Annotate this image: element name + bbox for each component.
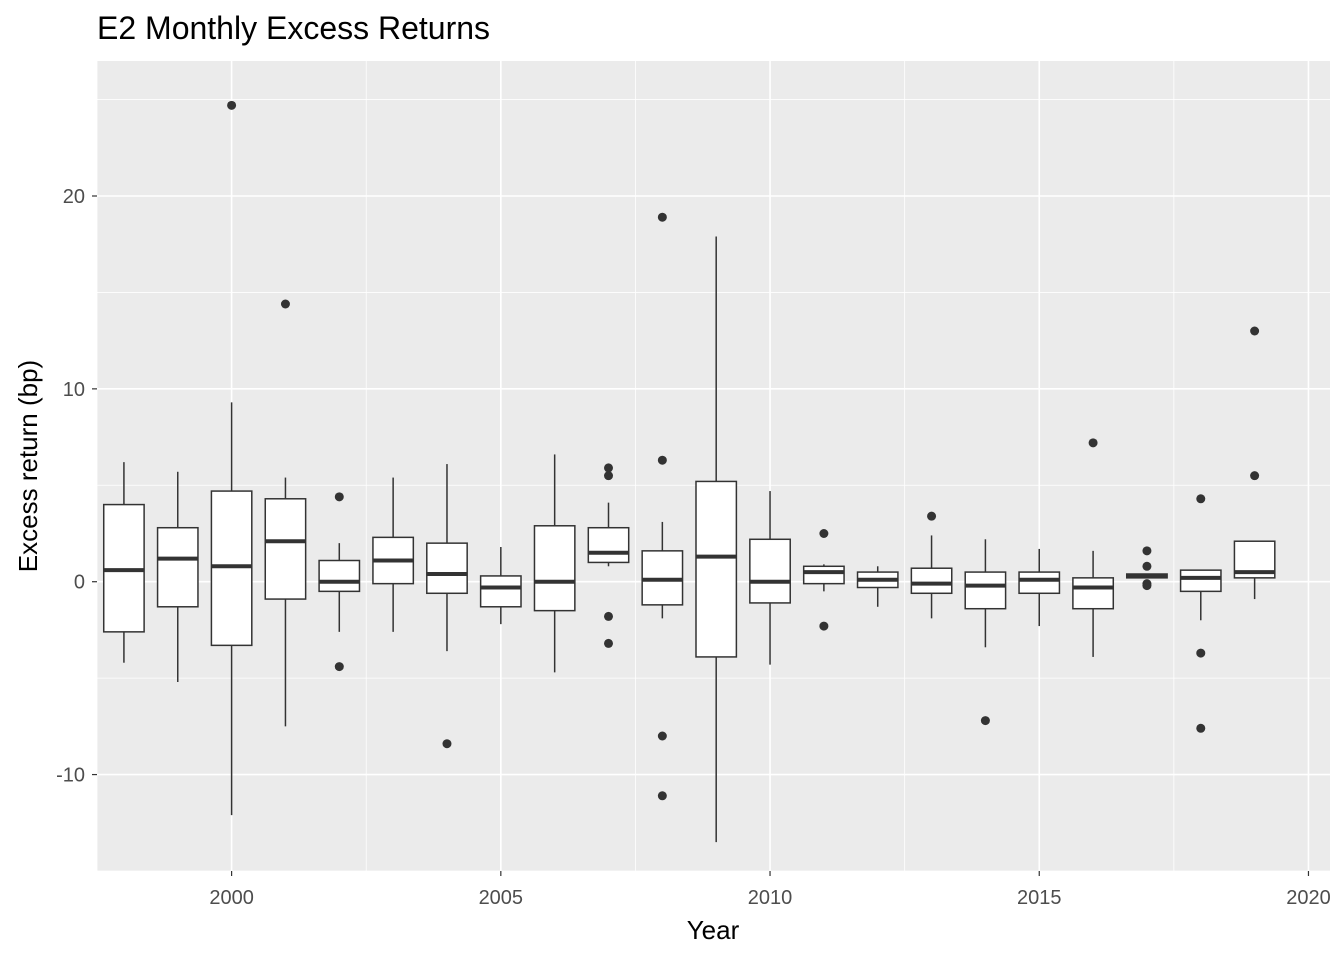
outlier-point — [819, 529, 829, 538]
box-iqr — [802, 565, 845, 585]
box-2003 — [372, 477, 415, 632]
plot-panel — [97, 61, 1330, 871]
box-2011 — [802, 529, 845, 631]
box-iqr — [749, 538, 791, 604]
box-2016 — [1072, 438, 1115, 657]
box-2012 — [856, 566, 899, 607]
box-2013 — [910, 511, 953, 619]
outlier-point — [657, 731, 667, 741]
box-1999 — [156, 471, 199, 682]
y-axis-title: Excess return (bp) — [13, 360, 43, 572]
box-2002 — [318, 492, 361, 672]
x-tick-label: 2020 — [1286, 887, 1331, 909]
outlier-point — [604, 471, 614, 481]
x-tick-label: 2005 — [479, 887, 524, 909]
box-2019 — [1233, 326, 1276, 600]
box-iqr — [587, 526, 630, 564]
box-iqr — [1179, 569, 1222, 593]
outlier-point — [1142, 581, 1152, 591]
box-2005 — [479, 547, 522, 625]
x-axis: 2000 2005 2010 2015 2020 — [209, 871, 1331, 909]
x-axis-title: Year — [687, 915, 740, 945]
box-2004 — [426, 464, 468, 749]
x-tick-label: 2010 — [748, 887, 793, 909]
box-iqr — [264, 498, 307, 600]
y-axis: -10 0 10 20 — [56, 186, 97, 787]
outlier-point — [1196, 494, 1206, 504]
box-iqr — [964, 571, 1007, 610]
outlier-point — [604, 611, 614, 621]
outlier-point — [334, 662, 344, 672]
box-iqr — [1072, 577, 1115, 610]
box-iqr — [1018, 571, 1061, 595]
box-2009 — [695, 236, 738, 843]
outlier-point — [1196, 648, 1206, 658]
outlier-point — [604, 638, 614, 648]
chart-title: E2 Monthly Excess Returns — [97, 10, 491, 46]
box-2008 — [641, 212, 684, 801]
box-2014 — [964, 539, 1007, 726]
box-iqr — [910, 567, 953, 595]
outlier-point — [604, 463, 614, 473]
box-2010 — [749, 491, 791, 665]
outlier-point — [280, 299, 290, 309]
outlier-point — [1142, 546, 1152, 556]
y-tick-label: 20 — [63, 186, 85, 208]
outlier-point — [227, 100, 237, 110]
outlier-point — [980, 716, 990, 726]
y-tick-label: 0 — [74, 572, 85, 594]
y-tick-label: 10 — [63, 379, 85, 401]
outlier-point — [657, 212, 667, 222]
box-iqr — [533, 525, 576, 612]
outlier-point — [819, 621, 829, 631]
box-2017 — [1125, 546, 1168, 591]
x-tick-label: 2015 — [1017, 887, 1062, 909]
outlier-point — [1088, 438, 1098, 448]
outlier-point — [442, 739, 452, 749]
outlier-point — [1250, 471, 1260, 481]
box-2018 — [1179, 494, 1222, 733]
box-2007 — [587, 463, 630, 648]
box-1998 — [102, 462, 145, 663]
outlier-point — [1250, 326, 1260, 336]
outlier-point — [657, 791, 667, 801]
box-series — [102, 100, 1276, 843]
outlier-point — [927, 511, 937, 521]
x-tick-label: 2000 — [209, 887, 254, 909]
outlier-point — [1196, 723, 1206, 733]
y-tick-label: -10 — [56, 765, 85, 787]
box-2015 — [1018, 548, 1061, 627]
box-iqr — [695, 480, 738, 658]
box-2006 — [533, 454, 576, 673]
box-iqr — [318, 559, 361, 593]
outlier-point — [334, 492, 344, 502]
box-iqr — [479, 575, 522, 608]
outlier-point — [657, 455, 667, 465]
box-2000 — [210, 100, 253, 816]
outlier-point — [1142, 561, 1152, 571]
box-2001 — [264, 299, 307, 727]
box-iqr — [426, 542, 468, 595]
box-iqr — [156, 526, 199, 608]
